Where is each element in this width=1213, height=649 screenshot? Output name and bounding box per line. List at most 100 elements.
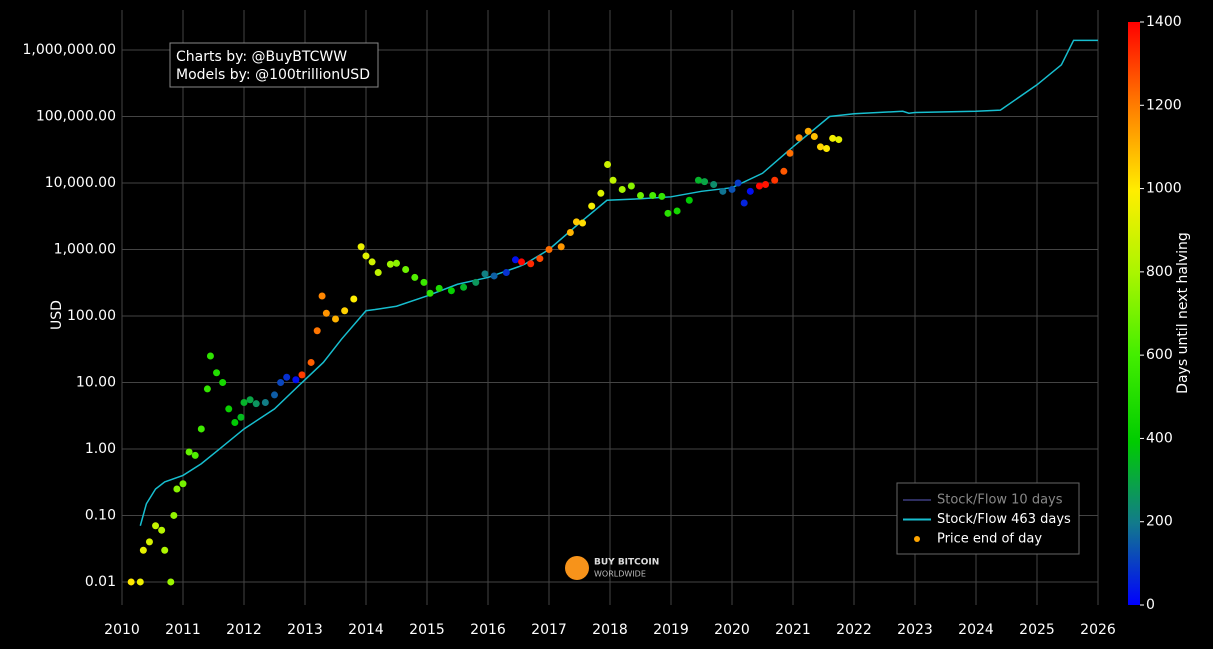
price-point xyxy=(362,252,370,260)
x-tick-label: 2011 xyxy=(165,622,201,638)
y-tick-label: 10,000.00 xyxy=(45,175,116,191)
colorbar xyxy=(1128,22,1140,605)
price-point xyxy=(447,287,455,295)
price-point xyxy=(277,378,285,386)
price-point xyxy=(357,243,365,251)
y-tick-label: 0.10 xyxy=(85,507,116,523)
price-point xyxy=(649,191,657,199)
price-point xyxy=(332,315,339,323)
price-point xyxy=(386,260,394,268)
price-point xyxy=(536,255,544,263)
price-point xyxy=(658,192,666,200)
y-tick-label: 100,000.00 xyxy=(36,109,116,125)
y-tick-label: 10.00 xyxy=(76,374,116,390)
x-tick-label: 2010 xyxy=(104,622,140,638)
price-point xyxy=(597,189,605,197)
price-point xyxy=(472,278,480,286)
price-point xyxy=(618,185,626,193)
price-point xyxy=(206,352,214,360)
price-point xyxy=(823,145,831,153)
price-point xyxy=(318,292,326,300)
price-point xyxy=(231,419,239,427)
watermark: BUY BITCOIN xyxy=(594,558,659,568)
legend-label: Stock/Flow 463 days xyxy=(937,512,1071,527)
price-point xyxy=(322,309,330,317)
price-point xyxy=(728,185,736,193)
x-tick-label: 2012 xyxy=(226,622,262,638)
price-point xyxy=(307,358,315,366)
price-point xyxy=(579,219,587,227)
x-tick-label: 2018 xyxy=(592,622,628,638)
price-point xyxy=(786,149,794,157)
legend-items: Stock/Flow 10 days Stock/Flow 463 days Pri… xyxy=(903,493,1071,547)
price-point xyxy=(298,371,306,379)
price-point xyxy=(167,578,175,586)
price-point xyxy=(341,307,349,315)
price-point xyxy=(557,243,565,251)
annotation: Charts by: @BuyBTCWW xyxy=(176,49,347,65)
x-tick-label: 2019 xyxy=(653,622,689,638)
x-tick-label: 2020 xyxy=(714,622,750,638)
price-point xyxy=(746,187,754,195)
x-tick-label: 2023 xyxy=(897,622,933,638)
x-tick-label: 2021 xyxy=(775,622,811,638)
legend-swatch xyxy=(914,536,920,542)
price-point xyxy=(127,578,135,586)
price-point xyxy=(518,258,526,266)
price-point xyxy=(368,258,376,266)
price-point xyxy=(835,136,843,144)
colorbar-tick-label: 0 xyxy=(1146,597,1155,613)
price-point xyxy=(609,176,617,184)
price-point xyxy=(152,522,160,530)
price-point xyxy=(566,229,574,237)
x-tick-label: 2017 xyxy=(531,622,567,638)
annotation: Models by: @100trillionUSD xyxy=(176,67,370,83)
price-point xyxy=(527,260,535,268)
price-point xyxy=(283,373,291,381)
price-point xyxy=(185,448,193,456)
legend-label: Price end of day xyxy=(937,532,1042,547)
price-point xyxy=(829,134,837,142)
watermark-logo xyxy=(565,556,589,580)
watermark: WORLDWIDE xyxy=(594,570,646,579)
price-point xyxy=(161,546,169,554)
price-point xyxy=(673,207,681,215)
y-tick-label: 1.00 xyxy=(85,441,116,457)
colorbar-tick-label: 400 xyxy=(1146,430,1173,446)
price-point xyxy=(136,578,144,586)
price-point xyxy=(313,327,321,335)
legend-label: Stock/Flow 10 days xyxy=(937,493,1063,508)
price-point xyxy=(219,378,227,386)
price-point xyxy=(225,405,233,413)
price-point xyxy=(420,278,428,286)
price-point xyxy=(511,256,519,264)
price-point xyxy=(435,284,443,292)
colorbar-tick-label: 800 xyxy=(1146,264,1173,280)
price-point xyxy=(710,180,718,188)
y-tick-label: 1,000.00 xyxy=(54,241,116,257)
price-point xyxy=(145,538,153,546)
price-point xyxy=(411,273,419,281)
price-point xyxy=(271,391,278,399)
price-point xyxy=(627,182,635,190)
price-point xyxy=(237,413,245,421)
colorbar-tick-label: 200 xyxy=(1146,514,1173,530)
price-point xyxy=(734,179,742,187)
price-point xyxy=(261,398,269,406)
price-point xyxy=(191,451,199,459)
price-point xyxy=(755,182,763,190)
price-point xyxy=(502,269,510,277)
plot-area xyxy=(127,39,1098,586)
price-point xyxy=(179,480,187,488)
y-tick-label: 100.00 xyxy=(67,308,116,324)
price-point xyxy=(685,196,693,204)
price-point xyxy=(545,245,553,253)
price-point xyxy=(292,376,300,384)
price-point xyxy=(664,209,672,217)
price-point xyxy=(771,176,779,184)
price-point xyxy=(588,202,596,210)
price-point xyxy=(572,218,580,226)
price-point xyxy=(637,191,644,199)
price-point xyxy=(810,133,818,141)
